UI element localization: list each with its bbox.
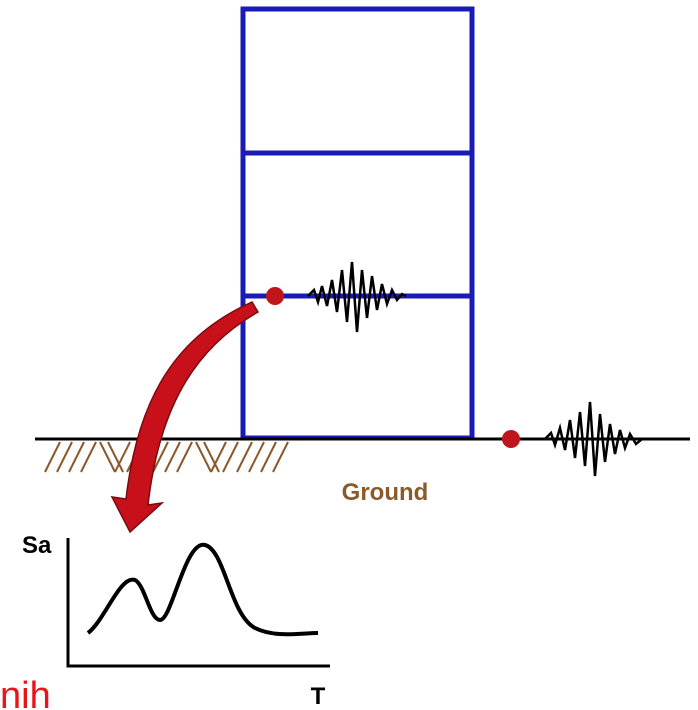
ground-sensor	[502, 430, 520, 448]
t-label: T	[311, 683, 326, 710]
arrow	[110, 301, 260, 534]
ground-waveform	[544, 401, 643, 477]
spectrum-curve	[86, 542, 319, 637]
floor-sensor	[266, 287, 284, 305]
sa-label: Sa	[22, 532, 52, 559]
spectrum-axes	[66, 538, 330, 668]
caption: nih	[0, 675, 51, 710]
floor-waveform	[307, 261, 407, 333]
ground-label: Ground	[342, 479, 429, 506]
building-frame	[240, 6, 475, 441]
ground-hatch	[44, 441, 289, 473]
